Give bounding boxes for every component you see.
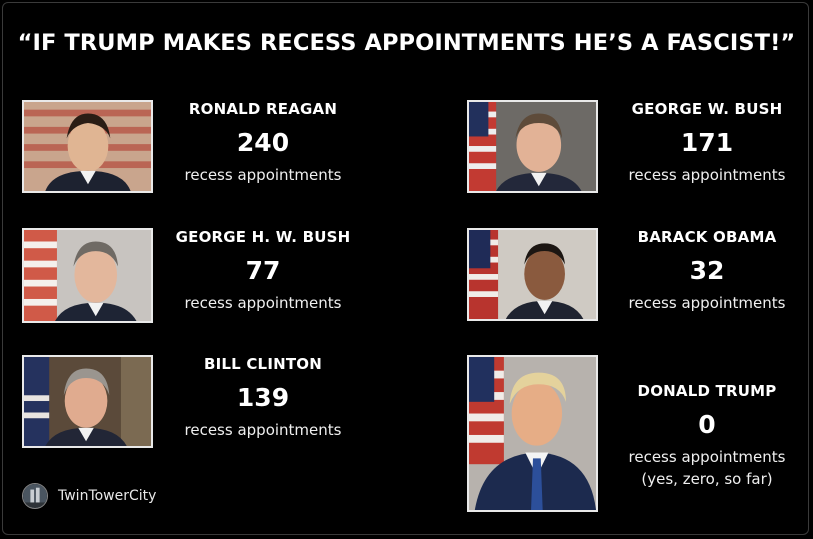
appointment-count: 77 — [245, 256, 281, 285]
president-reagan: RONALD REAGAN 240 recess appointments — [163, 100, 363, 184]
president-george-w-bush: GEORGE W. BUSH 171 recess appointments — [607, 100, 807, 184]
appointment-caption: recess appointments — [184, 294, 342, 312]
appointment-count: 0 — [698, 410, 716, 439]
portrait-bill-clinton — [22, 355, 153, 448]
president-donald-trump: DONALD TRUMP 0 recess appointments (yes,… — [607, 382, 807, 488]
credit: TwinTowerCity — [22, 483, 156, 509]
appointment-caption: recess appointments — [184, 421, 342, 439]
appointment-caption: recess appointments — [628, 448, 786, 466]
portrait-george-h-w-bush — [22, 228, 153, 323]
president-bill-clinton: BILL CLINTON 139 recess appointments — [163, 355, 363, 439]
appointment-count: 171 — [680, 128, 734, 157]
appointment-caption: recess appointments — [628, 166, 786, 184]
portrait-george-w-bush — [467, 100, 598, 193]
appointment-caption: recess appointments — [184, 166, 342, 184]
page-title: “IF TRUMP MAKES RECESS APPOINTMENTS HE’S… — [17, 30, 796, 56]
credit-name: TwinTowerCity — [58, 488, 157, 504]
avatar — [22, 483, 48, 509]
appointment-note: (yes, zero, so far) — [641, 470, 773, 488]
president-barack-obama: BARACK OBAMA 32 recess appointments — [607, 228, 807, 312]
president-name: GEORGE H. W. BUSH — [175, 228, 351, 246]
appointment-caption: recess appointments — [628, 294, 786, 312]
president-name: RONALD REAGAN — [188, 100, 338, 118]
portrait-barack-obama — [467, 228, 598, 321]
portrait-ronald-reagan — [22, 100, 153, 193]
appointment-count: 240 — [236, 128, 290, 157]
president-name: BARACK OBAMA — [637, 228, 777, 246]
appointment-count: 32 — [689, 256, 725, 285]
appointment-count: 139 — [236, 383, 290, 412]
portrait-donald-trump — [467, 355, 598, 512]
president-name: BILL CLINTON — [204, 355, 322, 373]
president-name: GEORGE W. BUSH — [631, 100, 783, 118]
president-george-h-w-bush: GEORGE H. W. BUSH 77 recess appointments — [163, 228, 363, 312]
president-name: DONALD TRUMP — [637, 382, 777, 400]
